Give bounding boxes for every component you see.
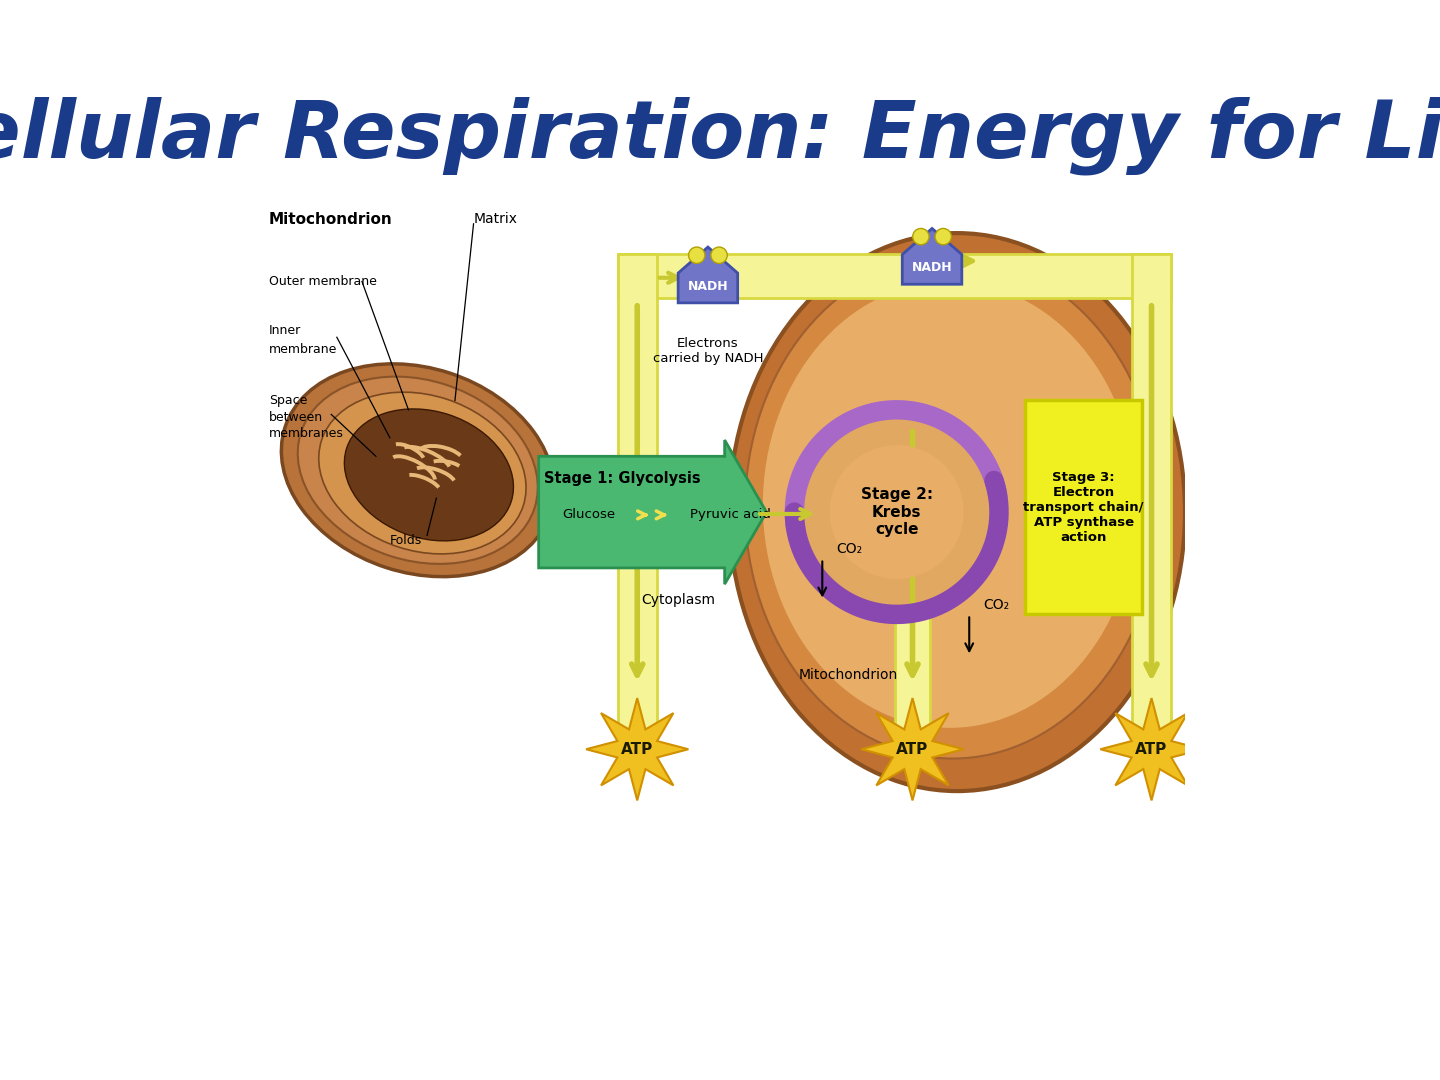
- Circle shape: [789, 405, 1004, 620]
- Text: Stage 2:
Krebs
cycle: Stage 2: Krebs cycle: [861, 487, 933, 537]
- Bar: [618, 254, 1171, 298]
- Ellipse shape: [344, 409, 514, 541]
- Text: Outer membrane: Outer membrane: [269, 275, 377, 288]
- Text: Glucose: Glucose: [562, 509, 615, 522]
- Text: Cellular Respiration: Energy for Life: Cellular Respiration: Energy for Life: [0, 96, 1440, 175]
- Bar: [894, 429, 930, 744]
- Ellipse shape: [729, 233, 1185, 791]
- Text: Electrons
carried by NADH: Electrons carried by NADH: [652, 337, 763, 365]
- Text: Space: Space: [269, 394, 307, 407]
- Text: Matrix: Matrix: [474, 212, 517, 226]
- Text: ATP: ATP: [621, 742, 654, 757]
- Text: membrane: membrane: [269, 342, 337, 355]
- Text: Cytoplasm: Cytoplasm: [641, 593, 716, 607]
- Circle shape: [711, 247, 727, 264]
- Text: Pyruvic acid: Pyruvic acid: [690, 509, 770, 522]
- Ellipse shape: [281, 364, 554, 577]
- Circle shape: [829, 445, 963, 579]
- Bar: [1025, 401, 1142, 615]
- Text: CO₂: CO₂: [984, 598, 1009, 612]
- Text: ATP: ATP: [896, 742, 929, 757]
- Bar: [618, 254, 657, 744]
- Text: Stage 1: Glycolysis: Stage 1: Glycolysis: [544, 471, 701, 486]
- Text: membranes: membranes: [269, 428, 344, 441]
- Ellipse shape: [763, 282, 1136, 728]
- Text: ATP: ATP: [1135, 742, 1168, 757]
- Polygon shape: [678, 247, 737, 302]
- Polygon shape: [861, 698, 963, 800]
- Ellipse shape: [744, 256, 1159, 758]
- Text: CO₂: CO₂: [837, 542, 863, 556]
- Bar: [1132, 254, 1171, 744]
- Polygon shape: [1100, 698, 1202, 800]
- Text: NADH: NADH: [912, 261, 952, 274]
- Circle shape: [913, 229, 929, 245]
- Text: Folds: Folds: [390, 534, 422, 546]
- Polygon shape: [903, 229, 962, 284]
- Polygon shape: [586, 698, 688, 800]
- Circle shape: [935, 229, 952, 245]
- Text: Stage 3:
Electron
transport chain/
ATP synthase
action: Stage 3: Electron transport chain/ ATP s…: [1024, 471, 1143, 544]
- Text: Mitochondrion: Mitochondrion: [799, 667, 899, 681]
- Text: Inner: Inner: [269, 324, 301, 337]
- Ellipse shape: [298, 377, 537, 564]
- FancyArrow shape: [539, 440, 766, 584]
- Text: NADH: NADH: [687, 280, 729, 293]
- Text: between: between: [269, 410, 323, 423]
- Circle shape: [688, 247, 706, 264]
- Ellipse shape: [318, 392, 526, 554]
- Text: Mitochondrion: Mitochondrion: [269, 212, 393, 227]
